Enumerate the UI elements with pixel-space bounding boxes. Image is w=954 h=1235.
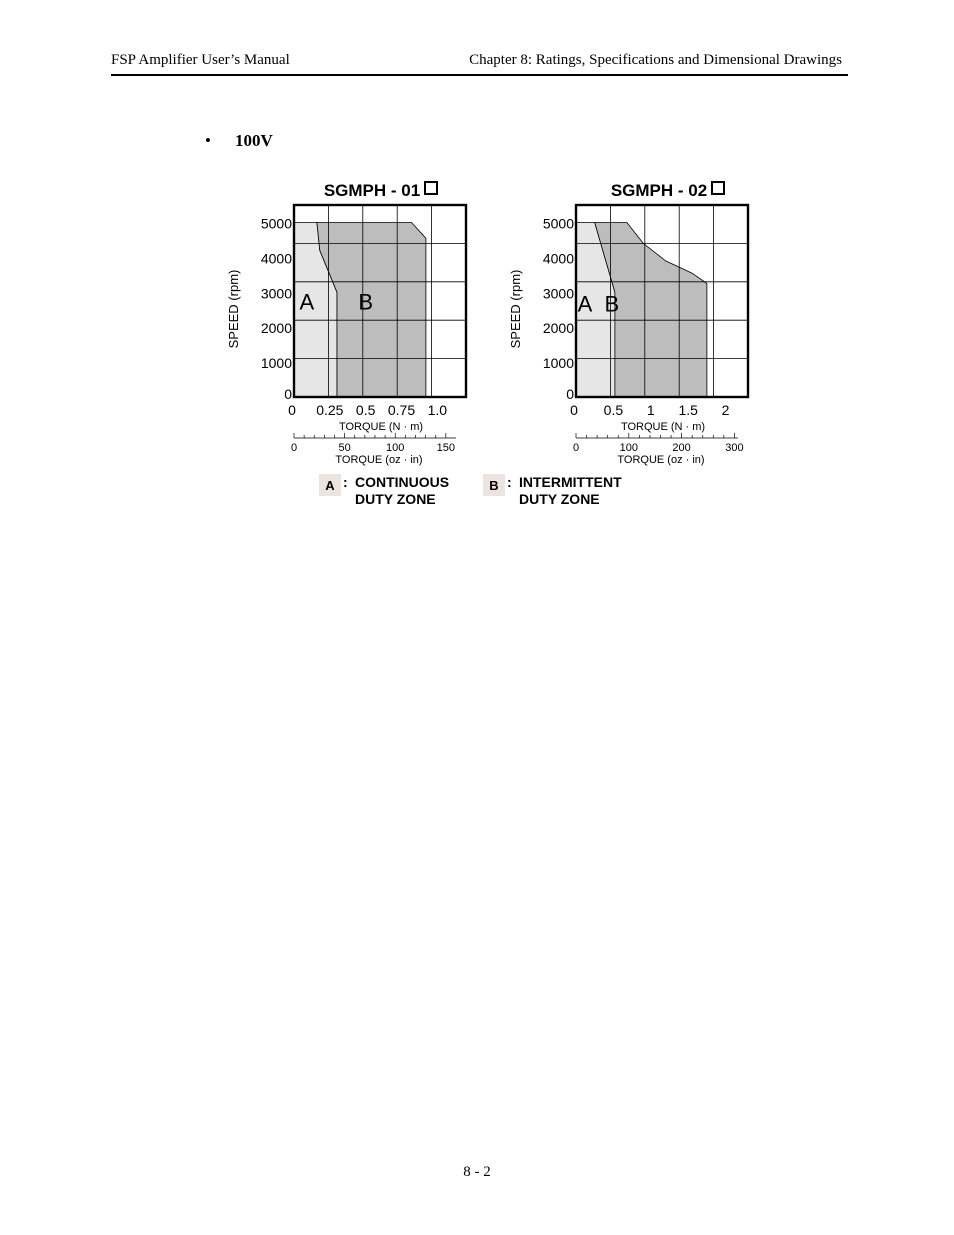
x-tick-label: 0.5	[356, 402, 376, 418]
y-tick-label: 4000	[543, 250, 574, 266]
x-tick-label: 0	[570, 402, 578, 418]
y-axis-label: SPEED (rpm)	[508, 270, 523, 349]
x-tick-label: 1.5	[678, 402, 698, 418]
x-tick-label: 1.0	[428, 402, 448, 418]
square-outline-icon	[424, 181, 438, 195]
x-axis-label: TORQUE (N · m)	[339, 421, 423, 433]
bullet-glyph: •	[205, 131, 211, 150]
chart-title: SGMPH - 02	[611, 181, 707, 200]
y-tick-label: 0	[566, 386, 574, 402]
y-tick-label: 3000	[261, 285, 292, 301]
legend-text-line2: DUTY ZONE	[355, 491, 436, 507]
page-number: 8 - 2	[463, 1164, 491, 1180]
plot-frame	[292, 203, 468, 399]
header-divider	[111, 74, 848, 76]
legend-key-box-a	[319, 474, 341, 496]
y-axis-label: SPEED (rpm)	[226, 270, 241, 349]
y-tick-label: 2000	[261, 320, 292, 336]
x-tick-label: 0.5	[604, 402, 624, 418]
x-tick-label: 1	[647, 402, 655, 418]
secondary-axis-label: TORQUE (oz · in)	[617, 454, 704, 466]
x-tick-label: 0.25	[316, 402, 343, 418]
y-tick-label: 0	[284, 386, 292, 402]
secondary-tick-label: 200	[672, 442, 690, 454]
legend-text-line1: CONTINUOUS	[355, 474, 449, 490]
legend-key-box-b	[483, 474, 505, 496]
x-axis-label: TORQUE (N · m)	[621, 421, 705, 433]
legend-separator: :	[343, 474, 348, 490]
legend-key-b: B	[489, 478, 498, 493]
zone-label-a: A	[300, 290, 315, 315]
zone-label-a: A	[578, 291, 593, 316]
secondary-axis-label: TORQUE (oz · in)	[335, 454, 422, 466]
secondary-tick-label: 100	[620, 442, 638, 454]
zone-label-b: B	[605, 291, 620, 316]
x-tick-label: 2	[722, 402, 730, 418]
x-tick-label: 0	[288, 402, 296, 418]
header-chapter-title: Chapter 8: Ratings, Specifications and D…	[469, 52, 842, 68]
square-outline-icon	[711, 181, 725, 195]
secondary-tick-label: 0	[573, 442, 579, 454]
legend-text-line2: DUTY ZONE	[519, 491, 600, 507]
y-tick-label: 1000	[261, 355, 292, 371]
y-tick-label: 5000	[261, 215, 292, 231]
y-tick-label: 3000	[543, 285, 574, 301]
secondary-tick-label: 150	[437, 442, 455, 454]
y-tick-label: 5000	[543, 215, 574, 231]
zone-b-area	[316, 222, 427, 398]
legend-separator: :	[507, 474, 512, 490]
y-tick-label: 4000	[261, 250, 292, 266]
legend-text-line1: INTERMITTENT	[519, 474, 622, 490]
y-tick-label: 1000	[543, 355, 574, 371]
secondary-tick-label: 50	[338, 442, 350, 454]
x-tick-label: 0.75	[388, 402, 415, 418]
chart-title: SGMPH - 01	[324, 181, 420, 200]
secondary-tick-label: 0	[291, 442, 297, 454]
secondary-tick-label: 300	[725, 442, 743, 454]
section-voltage-title: 100V	[235, 131, 273, 150]
zone-label-b: B	[358, 290, 373, 315]
y-tick-label: 2000	[543, 320, 574, 336]
secondary-tick-label: 100	[386, 442, 404, 454]
plot-frame	[574, 203, 750, 399]
legend-key-a: A	[325, 478, 335, 493]
header-manual-title: FSP Amplifier User’s Manual	[111, 52, 290, 68]
